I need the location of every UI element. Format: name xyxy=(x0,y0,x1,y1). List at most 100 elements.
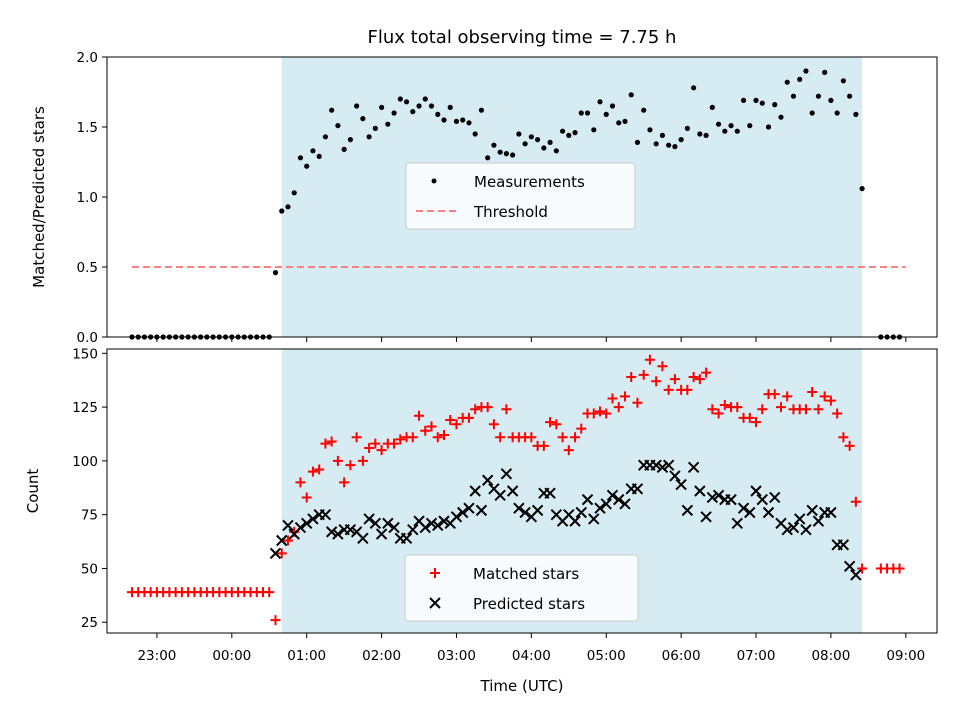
matched-star-point xyxy=(601,408,612,419)
matched-star-point xyxy=(782,391,793,402)
matched-star-point xyxy=(545,417,556,428)
predicted-star-point xyxy=(588,513,600,525)
measurement-point xyxy=(528,134,534,140)
top-y-tick-label: 1.0 xyxy=(77,190,98,206)
predicted-star-point xyxy=(569,515,581,527)
measurement-point xyxy=(285,204,291,210)
predicted-star-point xyxy=(438,515,450,527)
measurement-point xyxy=(653,141,659,147)
measurement-point xyxy=(784,79,790,85)
matched-star-point xyxy=(326,436,337,447)
measurement-point xyxy=(472,131,478,137)
matched-star-point xyxy=(482,402,493,413)
measurement-point xyxy=(603,111,609,117)
matched-star-point xyxy=(301,492,312,503)
predicted-star-point xyxy=(344,524,357,536)
predicted-star-point xyxy=(513,502,525,514)
predicted-star-point xyxy=(481,474,494,486)
measurement-point xyxy=(647,127,653,133)
bottom-y-tick-label: 75 xyxy=(81,508,98,524)
measurement-point xyxy=(634,139,641,145)
legend-predicted-marker xyxy=(429,597,441,609)
measurement-point xyxy=(510,152,516,158)
measurement-point xyxy=(447,104,453,110)
measurement-point xyxy=(703,132,709,138)
top-y-tick-label: 1.5 xyxy=(77,120,98,136)
matched-star-point xyxy=(501,404,512,415)
predicted-star-point xyxy=(269,547,282,560)
predicted-star-point xyxy=(388,521,400,534)
matched-star-point xyxy=(345,460,356,471)
predicted-star-point xyxy=(363,513,375,525)
predicted-star-point xyxy=(750,485,762,497)
measurement-point xyxy=(410,109,416,115)
predicted-star-point xyxy=(407,524,419,536)
predicted-star-point xyxy=(675,478,687,491)
x-axis-label: Time (UTC) xyxy=(480,677,564,695)
predicted-star-point xyxy=(369,517,382,529)
predicted-star-point xyxy=(276,534,288,547)
measurement-point xyxy=(329,107,335,113)
measurement-point xyxy=(678,137,684,143)
matched-star-point xyxy=(376,445,387,456)
predicted-star-point xyxy=(850,569,862,581)
measurement-point xyxy=(715,121,722,127)
predicted-star-point xyxy=(825,506,837,519)
matched-star-point xyxy=(651,376,662,387)
matched-star-point xyxy=(663,384,674,395)
top-y-axis-label: Matched/Predicted stars xyxy=(30,106,48,288)
matched-star-point xyxy=(657,361,668,372)
measurement-point xyxy=(584,110,591,116)
measurement-point xyxy=(709,104,715,110)
matched-star-point xyxy=(357,455,368,466)
matched-star-point xyxy=(732,402,743,413)
matched-stars-points xyxy=(126,354,905,626)
predicted-star-point xyxy=(294,521,307,534)
matched-star-point xyxy=(563,445,574,456)
x-tick-label: 07:00 xyxy=(737,648,776,664)
matched-star-point xyxy=(694,374,705,385)
top-y-ticks: 0.0 0.5 1.0 1.5 2.0 xyxy=(77,50,107,346)
predicted-star-point xyxy=(800,524,812,536)
measurement-point xyxy=(747,123,753,129)
top-y-tick-label: 0.5 xyxy=(77,260,98,276)
predicted-star-point xyxy=(650,459,662,471)
matched-star-point xyxy=(757,404,768,415)
predicted-star-point xyxy=(357,532,369,545)
predicted-star-point xyxy=(793,513,806,525)
measurement-point xyxy=(491,142,497,148)
matched-star-point xyxy=(445,415,456,425)
predicted-star-point xyxy=(494,489,506,502)
measurement-point xyxy=(366,134,372,140)
matched-star-point xyxy=(844,440,855,451)
predicted-star-point xyxy=(706,491,719,504)
bottom-y-tick-label: 25 xyxy=(81,615,98,631)
predicted-star-point xyxy=(325,526,338,538)
x-tick-label: 09:00 xyxy=(886,648,925,664)
matched-star-point xyxy=(857,563,868,574)
measurement-point xyxy=(403,99,410,105)
matched-star-point xyxy=(638,369,649,380)
matched-star-point xyxy=(838,432,849,443)
predicted-star-point xyxy=(375,528,388,540)
bottom-y-axis-label: Count xyxy=(24,469,42,514)
x-tick-label: 05:00 xyxy=(587,648,626,664)
measurement-point xyxy=(485,155,491,161)
predicted-star-point xyxy=(669,470,681,482)
matched-star-point xyxy=(819,391,830,402)
measurement-point xyxy=(659,132,666,138)
measurement-point xyxy=(435,111,441,117)
measurement-point xyxy=(535,137,541,143)
matched-star-point xyxy=(644,354,655,365)
matched-star-point xyxy=(364,442,375,453)
measurement-point xyxy=(815,93,822,99)
predicted-star-point xyxy=(744,506,756,519)
measurement-point xyxy=(797,76,803,82)
measurement-point xyxy=(753,97,759,103)
predicted-star-point xyxy=(332,528,344,540)
predicted-star-point xyxy=(300,517,313,529)
matched-star-point xyxy=(420,425,431,436)
measurement-point xyxy=(354,103,360,109)
matched-star-point xyxy=(270,615,281,626)
